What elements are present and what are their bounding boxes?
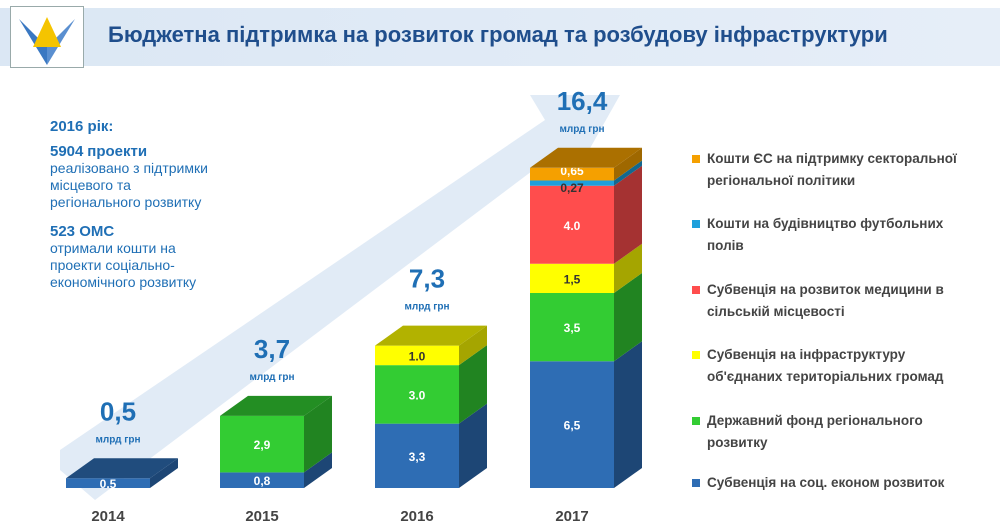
legend-swatch — [692, 417, 700, 425]
bar-segment-2017-3 — [530, 185, 614, 264]
bar-segment-2016-2 — [375, 345, 459, 366]
oms-desc-1: отримали кошти на — [50, 240, 176, 256]
growth-arrow — [60, 95, 620, 500]
projects-count: 5904 — [50, 143, 84, 160]
bar-side-2015-0 — [304, 452, 332, 488]
bar-side-2017-5 — [614, 147, 642, 181]
x-tick-label: 2016 — [400, 508, 433, 525]
unit-label: млрд грн — [559, 124, 604, 135]
bar-top-2014 — [66, 458, 178, 479]
unit-label: млрд грн — [249, 372, 294, 383]
oms-desc-3: економічного розвитку — [50, 274, 197, 290]
segment-label: 1.0 — [409, 349, 426, 363]
bar-segment-2017-5 — [530, 167, 614, 181]
bar-side-2015-1 — [304, 395, 332, 473]
legend-swatch — [692, 479, 700, 487]
x-tick-label: 2017 — [555, 508, 588, 525]
bar-side-2014-0 — [150, 458, 178, 488]
segment-label: 0,8 — [254, 474, 271, 488]
segment-label: 0.5 — [100, 477, 117, 491]
total-label: 16,4 — [557, 86, 608, 116]
oms-count: 523 ОМС — [50, 223, 115, 240]
legend-label: Субвенція на інфраструктуру об'єднаних те… — [707, 347, 944, 384]
info-block: 2016 рік: 5904 проекти реалізовано з під… — [50, 118, 208, 291]
logo — [10, 6, 84, 68]
bar-top-2015 — [220, 395, 332, 416]
legend-label: Кошти на будівництво футбольних полів — [707, 216, 944, 253]
segment-label: 2,9 — [254, 438, 271, 452]
total-label: 3,7 — [254, 334, 290, 364]
segment-label: 4.0 — [564, 219, 581, 233]
segment-label: 6,5 — [564, 419, 581, 433]
page-title: Бюджетна підтримка на розвиток громад та… — [108, 22, 888, 47]
segment-label: 1,5 — [564, 272, 581, 286]
projects-desc-3: регіонального розвитку — [50, 194, 202, 210]
bar-segment-2017-1 — [530, 293, 614, 362]
legend-label: Кошти ЄС на підтримку секторальної регіон… — [707, 151, 957, 188]
bar-side-2016-2 — [459, 325, 487, 366]
segment-label: 0,27 — [560, 181, 584, 195]
segment-label: 3,3 — [409, 450, 426, 464]
oms-desc-2: проекти соціально- — [50, 257, 175, 273]
bar-side-2016-0 — [459, 403, 487, 488]
bar-segment-2017-2 — [530, 263, 614, 293]
legend-swatch — [692, 155, 700, 163]
bar-segment-2016-1 — [375, 365, 459, 424]
projects-desc-2: місцевого та — [50, 177, 131, 193]
bar-segment-2015-1 — [220, 415, 304, 473]
legend-label: Державний фонд регіонального розвитку — [707, 413, 923, 450]
unit-label: млрд грн — [95, 434, 140, 445]
bar-segment-2017-4 — [530, 180, 614, 186]
total-label: 7,3 — [409, 264, 445, 294]
x-tick-label: 2014 — [91, 508, 125, 525]
legend-swatch — [692, 220, 700, 228]
bar-side-2016-1 — [459, 345, 487, 424]
bar-side-2017-1 — [614, 273, 642, 362]
segment-label: 3.0 — [409, 388, 426, 402]
legend-swatch — [692, 351, 700, 359]
total-label: 0,5 — [100, 396, 136, 426]
legend-swatch — [692, 286, 700, 294]
bar-segment-2016-0 — [375, 423, 459, 488]
bar-segment-2015-0 — [220, 472, 304, 488]
logo-icon — [19, 17, 75, 65]
info-year: 2016 рік: — [50, 118, 114, 135]
bar-segment-2017-0 — [530, 361, 614, 488]
bar-top-2017 — [530, 147, 642, 168]
unit-label: млрд грн — [404, 302, 449, 313]
bar-side-2017-3 — [614, 165, 642, 264]
bar-segment-2014-0 — [66, 478, 150, 488]
segment-label: 3,5 — [564, 321, 581, 335]
projects-desc-1: реалізовано з підтримки — [50, 160, 208, 176]
bar-top-2016 — [375, 325, 487, 346]
legend-label: Субвенція на розвиток медицини в сільські… — [707, 282, 944, 319]
legend-label: Субвенція на соц. економ розвиток — [707, 475, 945, 490]
bar-side-2017-2 — [614, 243, 642, 293]
x-tick-label: 2015 — [245, 508, 278, 525]
projects-word: проекти — [87, 143, 148, 160]
bar-side-2017-0 — [614, 341, 642, 488]
bar-side-2017-4 — [614, 160, 642, 186]
header-band — [0, 8, 1000, 66]
